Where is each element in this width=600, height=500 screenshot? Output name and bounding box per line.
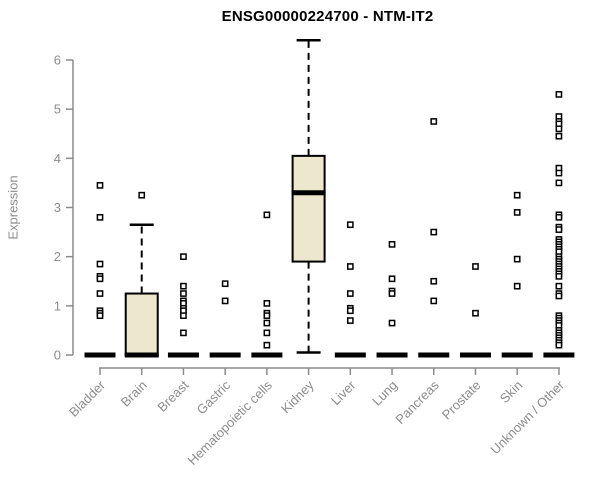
zero-median-bar — [459, 352, 491, 358]
zero-median-bar — [418, 352, 450, 358]
x-tick-label: Prostate — [439, 378, 484, 423]
zero-median-bar — [376, 352, 408, 358]
y-tick-label: 1 — [54, 298, 61, 313]
x-tick-label: Unknown / Other — [487, 377, 567, 457]
outlier-point — [96, 290, 104, 297]
outlier-point — [263, 319, 271, 327]
outlier-point — [430, 228, 438, 236]
outlier-point — [555, 125, 563, 133]
zero-median-bar — [167, 352, 199, 358]
x-tick-label: Skin — [497, 378, 525, 406]
y-tick-label: 3 — [54, 200, 61, 215]
outlier-point — [96, 213, 104, 221]
outlier-point — [513, 282, 521, 290]
outlier-point — [263, 300, 271, 307]
outlier-point — [221, 297, 229, 305]
zero-median-bar — [334, 352, 366, 358]
outlier-point — [96, 182, 104, 189]
x-tick-label: Gastric — [194, 377, 234, 417]
outlier-point — [346, 317, 354, 324]
outlier-point — [472, 309, 479, 317]
outlier-point — [180, 253, 187, 261]
zero-median-bar — [209, 352, 241, 358]
x-tick-label: Liver — [328, 377, 359, 408]
outlier-point — [263, 211, 271, 219]
outlier-point — [346, 307, 354, 315]
chart-title: ENSG00000224700 - NTM-IT2 — [221, 8, 434, 25]
x-tick-label: Bladder — [66, 377, 109, 420]
x-tick-label: Lung — [369, 378, 400, 409]
outlier-point — [263, 312, 271, 320]
outlier-point — [180, 282, 187, 290]
outlier-point — [555, 169, 563, 177]
y-tick-label: 2 — [54, 249, 61, 264]
x-tick-label: Brain — [118, 378, 150, 410]
outlier-point — [180, 312, 187, 320]
zero-median-bar — [501, 352, 533, 358]
y-tick-label: 4 — [54, 151, 61, 166]
zero-median-bar — [543, 352, 575, 358]
outlier-point — [96, 260, 104, 268]
outlier-point — [96, 275, 104, 283]
outlier-point — [555, 292, 563, 300]
outlier-point — [388, 275, 396, 283]
y-tick-label: 6 — [54, 52, 61, 67]
box-Brain — [124, 292, 159, 357]
outlier-point — [430, 118, 438, 125]
y-axis-title: Expression — [5, 175, 21, 240]
outlier-point — [430, 297, 438, 305]
outlier-point — [555, 226, 563, 233]
outlier-point — [513, 255, 521, 263]
box-Kidney — [291, 154, 326, 263]
y-tick-label: 5 — [54, 102, 61, 117]
outlier-point — [513, 191, 521, 199]
y-tick-label: 0 — [54, 348, 61, 363]
outlier-point — [555, 132, 563, 140]
outlier-point — [138, 191, 146, 199]
outlier-point — [346, 221, 354, 229]
x-tick-label: Breast — [154, 377, 191, 414]
outlier-point — [346, 263, 354, 270]
outlier-point — [555, 91, 563, 98]
outlier-point — [430, 277, 438, 285]
zero-median-bar — [251, 352, 283, 358]
outlier-point — [346, 290, 354, 297]
outlier-point — [555, 179, 563, 187]
outlier-point — [180, 329, 187, 337]
outlier-point — [263, 341, 271, 349]
outlier-point — [263, 329, 271, 337]
outlier-point — [388, 290, 396, 297]
outlier-point — [555, 272, 563, 280]
outlier-point — [388, 319, 396, 327]
outlier-point — [472, 263, 479, 270]
outlier-point — [555, 341, 563, 349]
outlier-point — [555, 282, 563, 290]
outlier-point — [513, 209, 521, 216]
outlier-point — [221, 280, 229, 288]
zero-median-bar — [84, 352, 116, 358]
outlier-point — [388, 241, 396, 248]
outlier-point — [180, 290, 187, 297]
x-tick-label: Kidney — [278, 377, 317, 416]
outlier-point — [96, 312, 104, 320]
outlier-point — [555, 213, 563, 221]
x-tick-label: Pancreas — [392, 377, 442, 427]
